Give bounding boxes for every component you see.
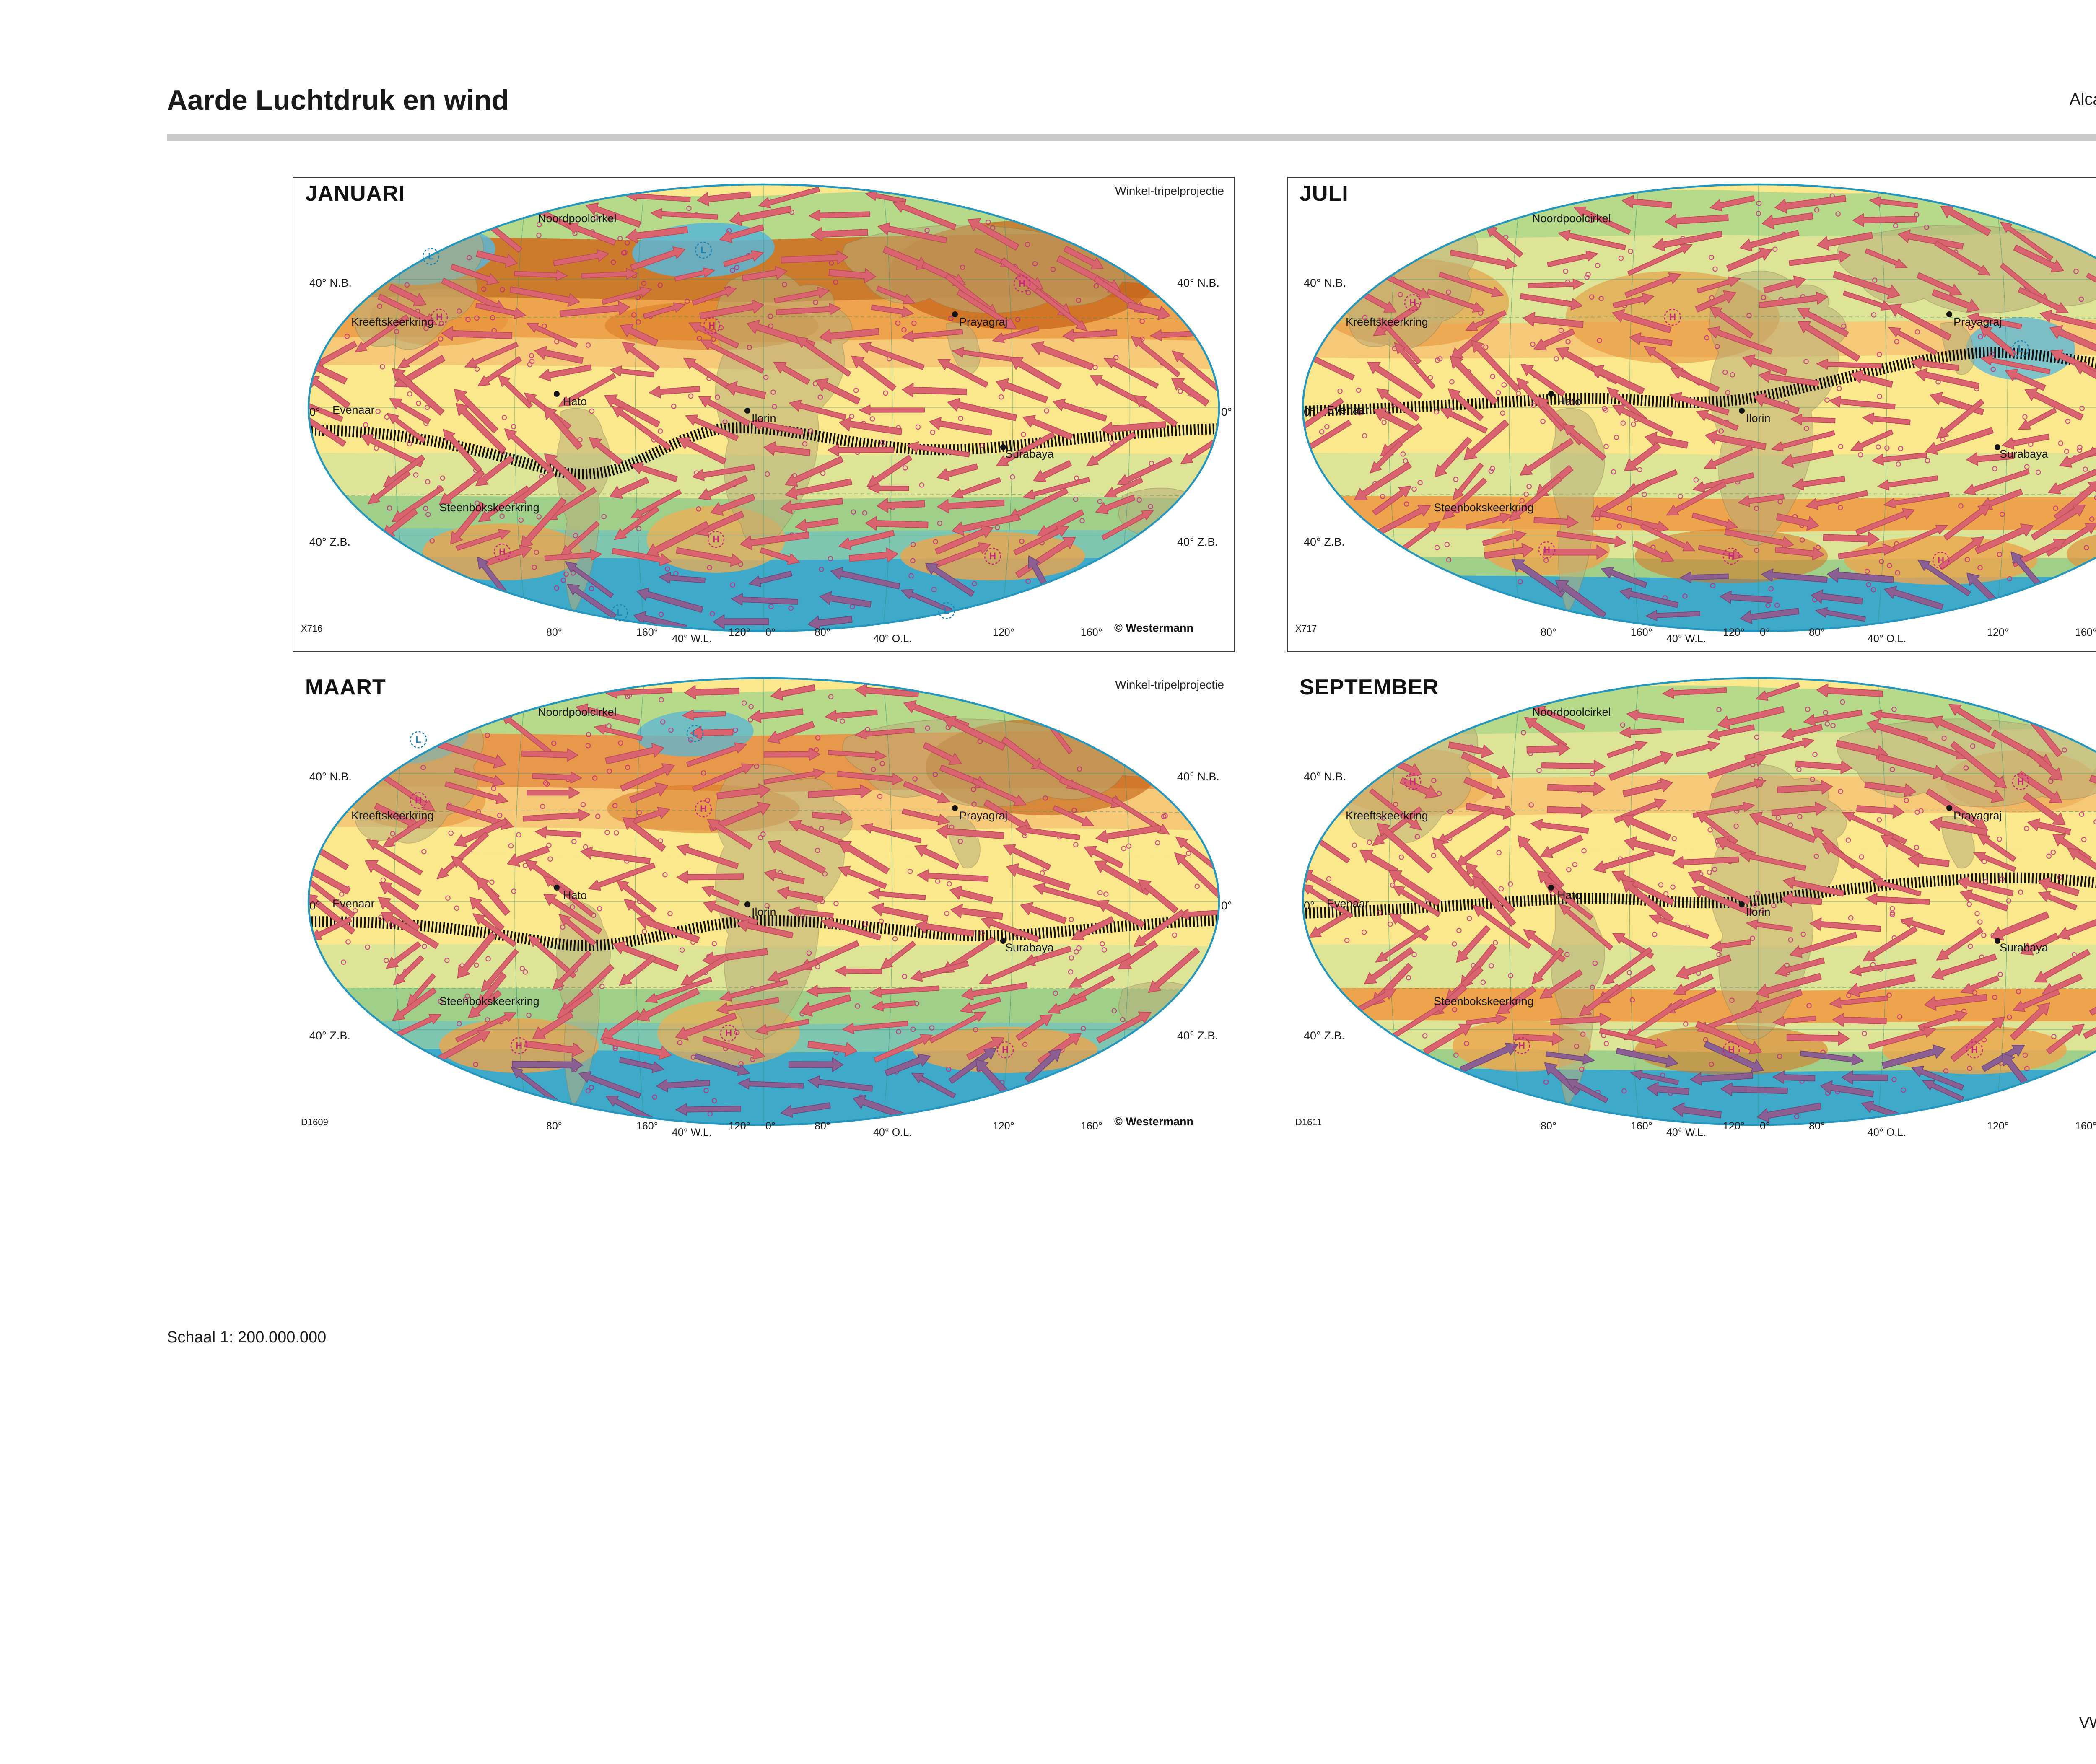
- svg-text:120°: 120°: [729, 1120, 750, 1132]
- svg-text:0°: 0°: [309, 899, 320, 912]
- svg-text:160°: 160°: [1631, 627, 1652, 638]
- svg-text:Surabaya: Surabaya: [2000, 941, 2049, 954]
- svg-text:0°: 0°: [1221, 899, 1232, 912]
- svg-text:40° N.B.: 40° N.B.: [1177, 770, 1219, 783]
- svg-text:40° Z.B.: 40° Z.B.: [1304, 536, 1345, 548]
- svg-text:40° N.B.: 40° N.B.: [309, 277, 352, 289]
- svg-text:0°: 0°: [1304, 406, 1315, 418]
- svg-text:X716: X716: [301, 623, 322, 634]
- svg-text:0°: 0°: [309, 406, 320, 418]
- svg-text:160°: 160°: [2075, 1120, 2096, 1132]
- svg-text:160°: 160°: [636, 1120, 658, 1132]
- svg-text:Kreeftskeerkring: Kreeftskeerkring: [1346, 316, 1428, 328]
- svg-text:D1609: D1609: [301, 1117, 328, 1127]
- svg-text:Steenbokskeerkring: Steenbokskeerkring: [1434, 995, 1534, 1008]
- svg-text:Noordpoolcirkel: Noordpoolcirkel: [538, 212, 617, 225]
- svg-text:© Westermann: © Westermann: [1114, 1115, 1193, 1128]
- svg-text:Hato: Hato: [563, 395, 587, 408]
- svg-text:40° W.L.: 40° W.L.: [672, 1127, 712, 1138]
- svg-text:120°: 120°: [1723, 1120, 1745, 1132]
- svg-text:© Westermann: © Westermann: [1114, 622, 1193, 634]
- svg-text:80°: 80°: [1541, 1120, 1556, 1132]
- svg-text:40° O.L.: 40° O.L.: [1868, 633, 1906, 645]
- svg-text:80°: 80°: [1809, 1120, 1825, 1132]
- svg-text:80°: 80°: [1809, 627, 1825, 638]
- svg-text:Evenaar: Evenaar: [1327, 897, 1369, 910]
- svg-text:Ilorin: Ilorin: [752, 412, 776, 425]
- svg-text:40° O.L.: 40° O.L.: [873, 633, 912, 645]
- svg-text:Kreeftskeerkring: Kreeftskeerkring: [351, 316, 434, 328]
- svg-text:Ilorin: Ilorin: [1746, 412, 1771, 425]
- svg-text:D1611: D1611: [1295, 1117, 1322, 1127]
- svg-text:120°: 120°: [993, 1120, 1014, 1132]
- svg-text:80°: 80°: [815, 1120, 830, 1132]
- svg-text:120°: 120°: [1723, 627, 1745, 638]
- svg-text:X717: X717: [1295, 623, 1317, 634]
- svg-text:Surabaya: Surabaya: [1005, 941, 1054, 954]
- svg-text:120°: 120°: [1987, 1120, 2009, 1132]
- svg-text:Prayagraj: Prayagraj: [959, 316, 1008, 328]
- svg-text:120°: 120°: [1987, 627, 2009, 638]
- svg-text:40° Z.B.: 40° Z.B.: [1177, 536, 1218, 548]
- svg-text:0°: 0°: [765, 1120, 776, 1132]
- svg-text:40° O.L.: 40° O.L.: [873, 1127, 912, 1138]
- svg-text:Evenaar: Evenaar: [1327, 404, 1369, 416]
- svg-text:Surabaya: Surabaya: [1005, 448, 1054, 460]
- svg-text:Ilorin: Ilorin: [1746, 906, 1771, 918]
- svg-text:Hato: Hato: [1557, 395, 1581, 408]
- svg-text:Noordpoolcirkel: Noordpoolcirkel: [1532, 706, 1611, 718]
- svg-text:0°: 0°: [1760, 627, 1770, 638]
- svg-text:80°: 80°: [815, 627, 830, 638]
- svg-text:Noordpoolcirkel: Noordpoolcirkel: [538, 706, 617, 718]
- svg-text:40° O.L.: 40° O.L.: [1868, 1127, 1906, 1138]
- svg-text:0°: 0°: [1760, 1120, 1770, 1132]
- svg-text:Steenbokskeerkring: Steenbokskeerkring: [439, 995, 540, 1008]
- svg-text:Prayagraj: Prayagraj: [1953, 809, 2002, 822]
- svg-text:160°: 160°: [636, 627, 658, 638]
- svg-text:160°: 160°: [1081, 627, 1102, 638]
- svg-text:80°: 80°: [546, 1120, 562, 1132]
- svg-text:80°: 80°: [546, 627, 562, 638]
- svg-text:Evenaar: Evenaar: [332, 404, 375, 416]
- svg-text:Steenbokskeerkring: Steenbokskeerkring: [1434, 501, 1534, 514]
- svg-text:0°: 0°: [1221, 406, 1232, 418]
- svg-text:0°: 0°: [1304, 899, 1315, 912]
- svg-text:120°: 120°: [993, 627, 1014, 638]
- svg-text:40° N.B.: 40° N.B.: [309, 770, 352, 783]
- svg-text:Noordpoolcirkel: Noordpoolcirkel: [1532, 212, 1611, 225]
- svg-text:Steenbokskeerkring: Steenbokskeerkring: [439, 501, 540, 514]
- svg-text:40° N.B.: 40° N.B.: [1177, 277, 1219, 289]
- svg-text:160°: 160°: [1631, 1120, 1652, 1132]
- svg-text:40° W.L.: 40° W.L.: [1666, 1127, 1706, 1138]
- svg-text:Hato: Hato: [563, 889, 587, 901]
- svg-text:Prayagraj: Prayagraj: [959, 809, 1008, 822]
- svg-text:40° W.L.: 40° W.L.: [1666, 633, 1706, 645]
- svg-text:160°: 160°: [1081, 1120, 1102, 1132]
- svg-text:Evenaar: Evenaar: [332, 897, 375, 910]
- svg-text:120°: 120°: [729, 627, 750, 638]
- svg-text:Kreeftskeerkring: Kreeftskeerkring: [1346, 809, 1428, 822]
- svg-text:40° Z.B.: 40° Z.B.: [309, 536, 350, 548]
- svg-text:160°: 160°: [2075, 627, 2096, 638]
- svg-text:40° N.B.: 40° N.B.: [1304, 277, 1346, 289]
- svg-text:0°: 0°: [765, 627, 776, 638]
- svg-text:Ilorin: Ilorin: [752, 906, 776, 918]
- svg-text:40° W.L.: 40° W.L.: [672, 633, 712, 645]
- svg-text:Prayagraj: Prayagraj: [1953, 316, 2002, 328]
- svg-text:40° Z.B.: 40° Z.B.: [1177, 1029, 1218, 1042]
- svg-text:80°: 80°: [1541, 627, 1556, 638]
- svg-text:Hato: Hato: [1557, 889, 1581, 901]
- svg-text:40° Z.B.: 40° Z.B.: [1304, 1029, 1345, 1042]
- svg-text:40° Z.B.: 40° Z.B.: [309, 1029, 350, 1042]
- svg-text:Kreeftskeerkring: Kreeftskeerkring: [351, 809, 434, 822]
- svg-text:Surabaya: Surabaya: [2000, 448, 2049, 460]
- svg-text:40° N.B.: 40° N.B.: [1304, 770, 1346, 783]
